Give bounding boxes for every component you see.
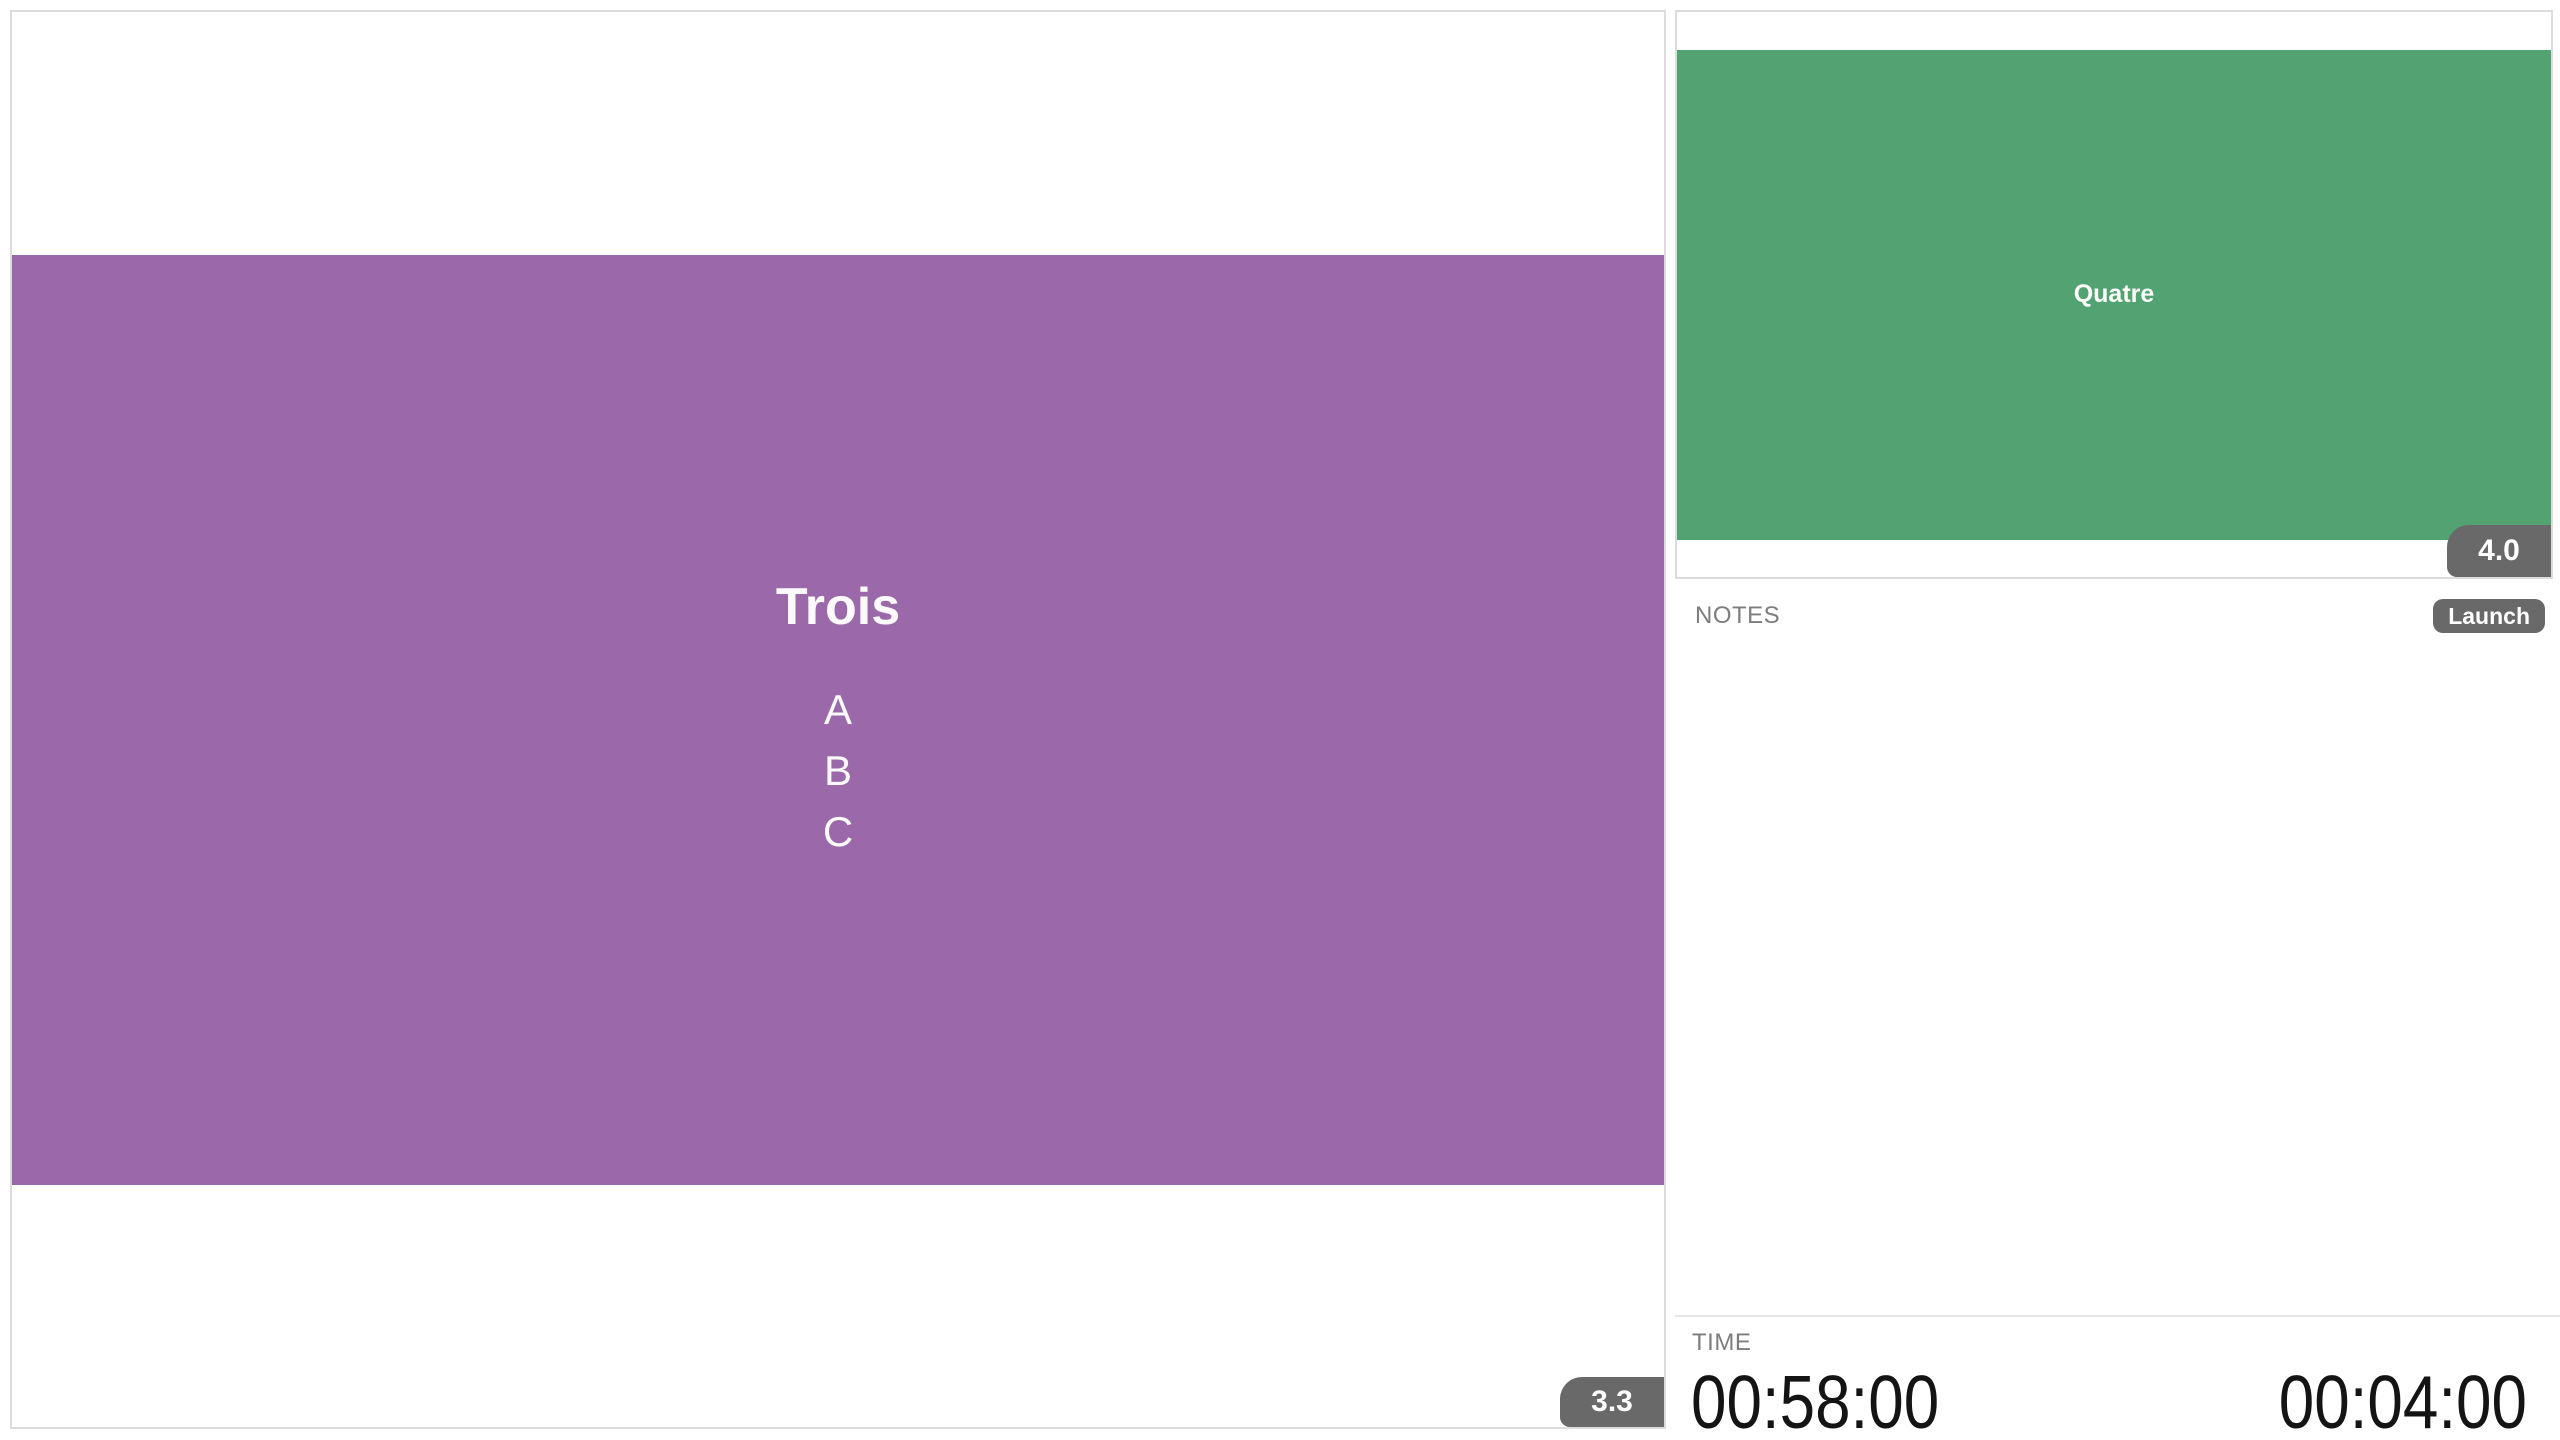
timer-right: 00:04:00	[2278, 1360, 2527, 1440]
current-slide-number-badge: 3.3	[1560, 1377, 1664, 1427]
current-slide-panel: Trois A B C 3.3	[10, 10, 1666, 1429]
next-slide-title: Quatre	[2073, 280, 2155, 308]
current-slide-list: A B C	[823, 679, 853, 862]
notes-content	[1675, 640, 2553, 1313]
list-item: C	[822, 808, 854, 855]
current-slide-view[interactable]: Trois A B C	[12, 254, 1664, 1185]
time-label: TIME	[1692, 1329, 1752, 1356]
timers-row: 00:58:00 00:04:00	[1675, 1359, 2560, 1440]
next-slide-number-badge: 4.0	[2447, 525, 2551, 577]
next-slide-panel: Quatre 4.0	[1675, 10, 2553, 579]
time-section: TIME 00:58:00 00:04:00	[1675, 1315, 2560, 1440]
list-item: A	[823, 686, 852, 733]
next-slide-view: Quatre	[1677, 49, 2551, 540]
notes-header: NOTES Launch	[1675, 596, 2553, 636]
launch-button[interactable]: Launch	[2433, 599, 2545, 633]
list-item: B	[823, 747, 852, 794]
notes-label: NOTES	[1695, 602, 1781, 629]
current-slide-title: Trois	[775, 578, 901, 636]
timer-left: 00:58:00	[1691, 1360, 1940, 1440]
